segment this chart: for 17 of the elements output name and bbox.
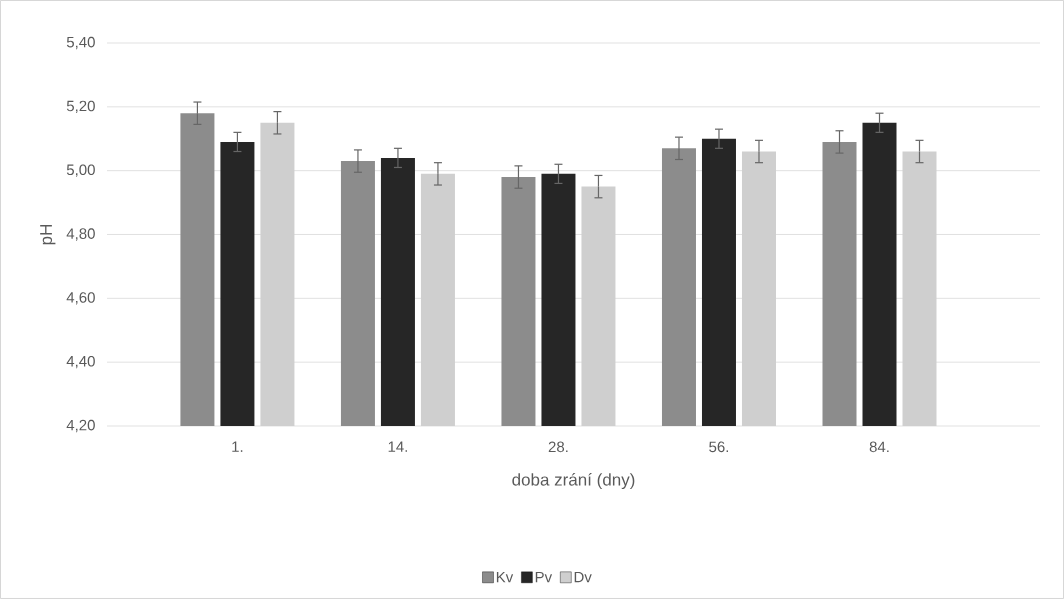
y-tick-label: 4,80 <box>66 228 95 241</box>
y-tick-label: 4,20 <box>66 419 95 433</box>
x-tick-label: 56. <box>709 441 729 453</box>
y-tick-label: 5,00 <box>66 164 95 177</box>
legend-label: Dv <box>574 571 592 583</box>
x-tick-label: 28. <box>548 441 568 453</box>
y-tick-label: 5,20 <box>66 100 95 114</box>
y-tick-label: 5,40 <box>66 36 95 50</box>
y-tick-label: 4,60 <box>66 292 95 305</box>
x-tick-label: 1. <box>232 441 243 452</box>
y-axis-title: pH <box>40 225 56 245</box>
x-tick-label: 14. <box>388 441 407 452</box>
x-tick-label: 84. <box>869 441 889 453</box>
legend-label: Kv <box>496 571 514 583</box>
y-tick-label: 4,40 <box>66 355 95 369</box>
legend-label: Pv <box>535 571 553 583</box>
x-axis-title: doba zrání (dny) <box>512 473 635 490</box>
